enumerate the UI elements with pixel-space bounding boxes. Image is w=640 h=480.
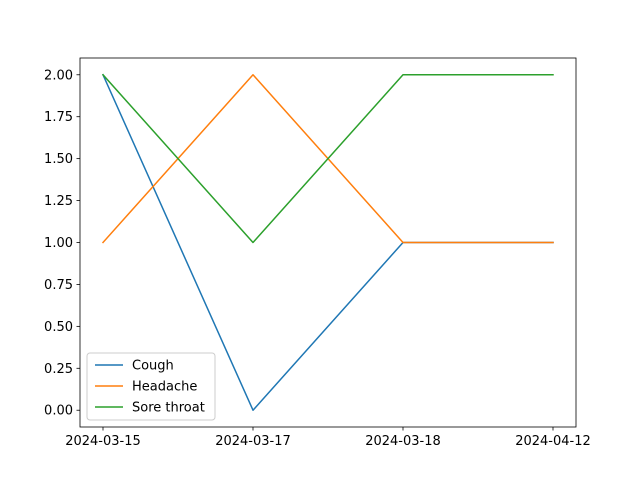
legend-label: Sore throat bbox=[132, 401, 205, 416]
y-tick-label: 1.25 bbox=[44, 194, 73, 209]
x-tick-label: 2024-04-12 bbox=[515, 434, 591, 449]
x-tick-label: 2024-03-17 bbox=[215, 434, 291, 449]
y-tick-label: 2.00 bbox=[44, 68, 73, 83]
x-tick-label: 2024-03-15 bbox=[65, 434, 141, 449]
legend-box bbox=[86, 352, 216, 421]
y-tick-label: 1.00 bbox=[44, 236, 73, 251]
y-tick-label: 0.50 bbox=[44, 320, 73, 335]
y-tick-label: 0.00 bbox=[44, 404, 73, 419]
axes-layer: 0.00 0.25 0.50 0.75 1.00 1.25 1.50 1.75 2.00 2024… bbox=[44, 57, 591, 449]
legend-label: Headache bbox=[132, 380, 197, 395]
series-line-sore-throat bbox=[101, 73, 554, 244]
legend: Cough Headache Sore throat bbox=[86, 352, 216, 421]
y-tick-label: 0.75 bbox=[44, 278, 73, 293]
x-tick-label: 2024-03-18 bbox=[365, 434, 441, 449]
y-tick-label: 0.25 bbox=[44, 362, 73, 377]
y-tick-label: 1.75 bbox=[44, 110, 73, 125]
y-tick-label: 1.50 bbox=[44, 152, 73, 167]
legend-label: Cough bbox=[132, 359, 174, 374]
series-layer bbox=[101, 73, 554, 411]
